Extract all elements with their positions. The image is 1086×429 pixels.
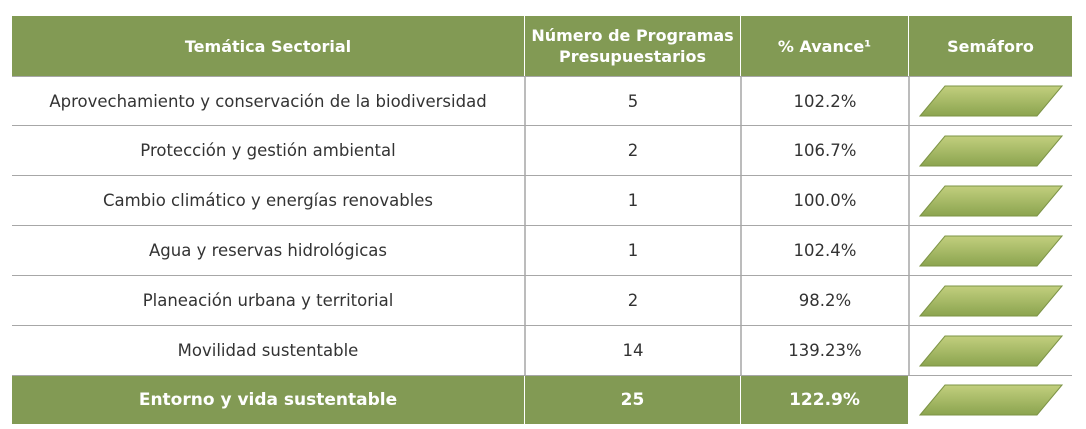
semaforo-shape (919, 335, 1063, 366)
row-programas: 5 (524, 77, 740, 125)
semaforo-indicator (919, 85, 1063, 117)
semaforo-shape (919, 185, 1063, 216)
header-semaforo: Semáforo (908, 16, 1072, 76)
row-tematica: Agua y reservas hidrológicas (149, 241, 387, 260)
header-programas: Número de Programas Presupuestarios (524, 16, 740, 76)
semaforo-indicator (919, 135, 1063, 167)
row-semaforo (908, 126, 1072, 175)
row-programas: 14 (524, 326, 740, 375)
row-semaforo (908, 326, 1072, 375)
semaforo-parallelogram (919, 135, 1063, 166)
semaforo-indicator (919, 185, 1063, 217)
table-row: Aprovechamiento y conservación de la bio… (12, 76, 1072, 126)
header-tematica: Temática Sectorial (184, 36, 352, 56)
header-programas-line1: Número de Programas (531, 26, 734, 45)
semaforo-parallelogram (919, 185, 1063, 216)
row-tematica: Movilidad sustentable (177, 341, 359, 360)
program-summary-table: Temática Sectorial Número de Programas P… (12, 16, 1072, 424)
row-programas: 2 (524, 126, 740, 175)
row-tematica: Protección y gestión ambiental (140, 141, 396, 160)
table-row: Agua y reservas hidrológicas 1 102.4% (12, 226, 1072, 276)
row-avance: 100.0% (740, 176, 908, 225)
table-row: Cambio climático y energías renovables 1 1… (12, 176, 1072, 226)
header-avance: % Avance¹ (740, 16, 908, 76)
semaforo-parallelogram (919, 85, 1063, 117)
row-avance: 139.23% (740, 326, 908, 375)
row-tematica: Cambio climático y energías renovables (102, 191, 434, 210)
semaforo-parallelogram (918, 384, 1063, 416)
row-semaforo (908, 77, 1072, 125)
semaforo-parallelogram (919, 285, 1063, 316)
row-programas: 2 (524, 276, 740, 325)
table-row: Movilidad sustentable 14 139.23% (12, 326, 1072, 376)
row-avance: 102.4% (740, 226, 908, 275)
row-tematica: Aprovechamiento y conservación de la bio… (49, 91, 487, 111)
semaforo-shape (919, 85, 1063, 117)
row-semaforo (908, 226, 1072, 275)
row-avance: 98.2% (740, 276, 908, 325)
header-programas-line2: Presupuestarios (559, 47, 706, 66)
total-programas: 25 (524, 376, 740, 424)
semaforo-shape (919, 285, 1063, 316)
semaforo-indicator (919, 235, 1063, 267)
table-row: Planeación urbana y territorial 2 98.2% (12, 276, 1072, 326)
row-semaforo (908, 276, 1072, 325)
total-avance: 122.9% (740, 376, 908, 424)
semaforo-indicator (919, 285, 1063, 317)
semaforo-shape (919, 235, 1063, 266)
table-header-row: Temática Sectorial Número de Programas P… (12, 16, 1072, 76)
semaforo-parallelogram (919, 335, 1063, 366)
row-programas: 1 (524, 226, 740, 275)
total-tematica: Entorno y vida sustentable (138, 390, 398, 410)
row-semaforo (908, 176, 1072, 225)
row-avance: 106.7% (740, 126, 908, 175)
semaforo-indicator (918, 384, 1063, 416)
row-tematica: Planeación urbana y territorial (142, 291, 394, 310)
total-row: Entorno y vida sustentable 25 122.9% (12, 376, 1072, 424)
semaforo-parallelogram (919, 235, 1063, 266)
row-avance: 102.2% (740, 77, 908, 125)
semaforo-shape (919, 135, 1063, 166)
semaforo-indicator (919, 335, 1063, 367)
total-semaforo (908, 376, 1072, 424)
table-row: Protección y gestión ambiental 2 106.7% (12, 126, 1072, 176)
row-programas: 1 (524, 176, 740, 225)
semaforo-shape (918, 384, 1063, 416)
